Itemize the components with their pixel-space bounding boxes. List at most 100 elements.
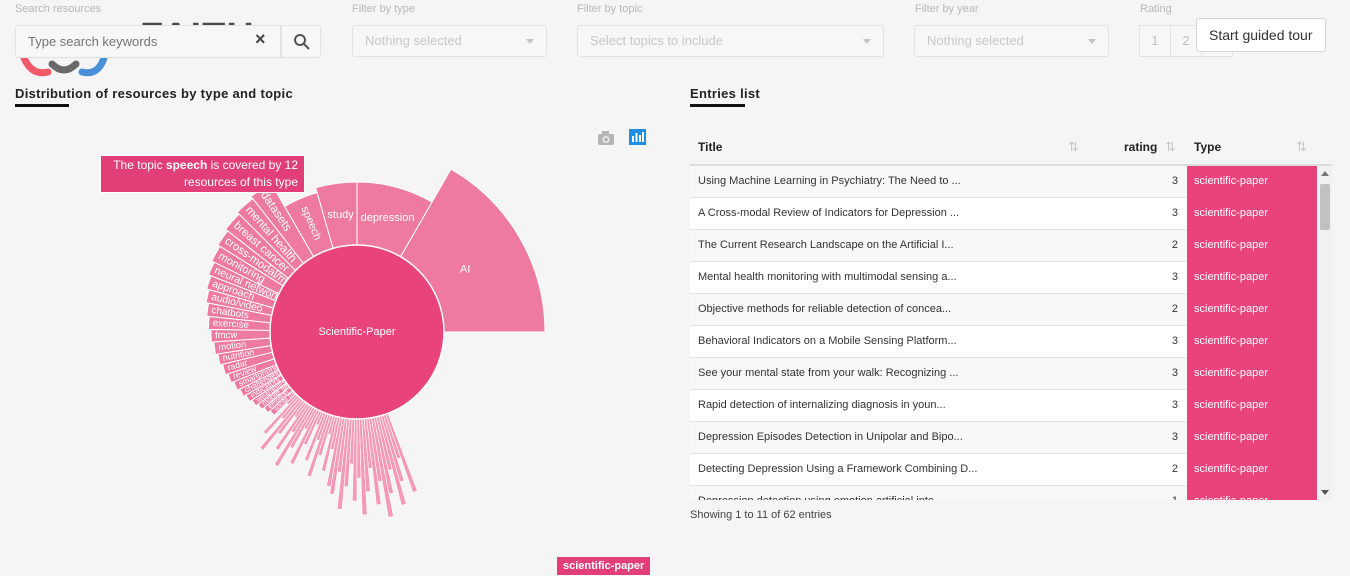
table-row[interactable]: Behavioral Indicators on a Mobile Sensin… xyxy=(690,326,1317,358)
type-filter-label: Filter by type xyxy=(352,3,415,15)
search-input[interactable] xyxy=(15,25,281,58)
year-filter-label: Filter by year xyxy=(915,3,979,15)
title-underline xyxy=(15,104,69,107)
topic-filter-select[interactable]: Select topics to include xyxy=(577,25,884,57)
column-header-type[interactable]: Type xyxy=(1194,140,1222,154)
bar-chart-icon[interactable] xyxy=(629,129,647,145)
row-type: scientific-paper xyxy=(1187,422,1317,454)
row-type: scientific-paper xyxy=(1187,486,1317,500)
row-rating: 3 xyxy=(1171,367,1178,379)
search-icon xyxy=(294,34,310,50)
sort-icon[interactable]: ⇅ xyxy=(1165,139,1176,154)
row-type: scientific-paper xyxy=(1187,294,1317,326)
segment-label: motion xyxy=(218,339,247,352)
row-rating: 3 xyxy=(1171,335,1178,347)
table-row[interactable]: See your mental state from your walk: Re… xyxy=(690,358,1317,390)
row-title[interactable]: Objective methods for reliable detection… xyxy=(698,303,952,315)
sunburst-center xyxy=(269,244,445,420)
row-type: scientific-paper xyxy=(1187,358,1317,390)
table-row[interactable]: Depression Episodes Detection in Unipola… xyxy=(690,422,1317,454)
rating-filter-label: Rating xyxy=(1140,3,1172,15)
scroll-down-arrow-icon[interactable] xyxy=(1321,490,1329,495)
table-body: Using Machine Learning in Psychiatry: Th… xyxy=(690,166,1317,500)
row-rating: 3 xyxy=(1171,431,1178,443)
row-title[interactable]: Mental health monitoring with multimodal… xyxy=(698,271,957,283)
table-row[interactable]: Mental health monitoring with multimodal… xyxy=(690,262,1317,294)
table-row[interactable]: Objective methods for reliable detection… xyxy=(690,294,1317,326)
row-rating: 2 xyxy=(1171,239,1178,251)
row-title[interactable]: Behavioral Indicators on a Mobile Sensin… xyxy=(698,335,957,347)
type-filter-select[interactable]: Nothing selected xyxy=(352,25,547,57)
table-row[interactable]: Depression detection using emotion artif… xyxy=(690,486,1317,500)
table-row[interactable]: Using Machine Learning in Psychiatry: Th… xyxy=(690,166,1317,198)
chevron-down-icon xyxy=(526,39,534,44)
row-title[interactable]: Using Machine Learning in Psychiatry: Th… xyxy=(698,175,961,187)
row-rating: 3 xyxy=(1171,271,1178,283)
row-rating: 2 xyxy=(1171,303,1178,315)
table-header: Title ⇅ rating ⇅ Type ⇅ xyxy=(690,130,1332,166)
row-title[interactable]: A Cross-modal Review of Indicators for D… xyxy=(698,207,960,219)
row-rating: 3 xyxy=(1171,175,1178,187)
tooltip-prefix: The topic xyxy=(113,158,166,172)
camera-icon[interactable] xyxy=(597,130,615,146)
segment-label: fmcw xyxy=(215,330,238,342)
row-rating: 3 xyxy=(1171,399,1178,411)
row-rating: 1 xyxy=(1130,486,1178,500)
search-button[interactable] xyxy=(281,25,321,58)
row-type: scientific-paper xyxy=(1187,262,1317,294)
tooltip-topic: speech xyxy=(165,158,208,172)
segment-label: study xyxy=(327,209,354,221)
row-type: scientific-paper xyxy=(1187,166,1317,198)
scroll-up-arrow-icon[interactable] xyxy=(1321,171,1329,176)
entries-title: Entries list xyxy=(690,86,761,101)
row-title[interactable]: Detecting Depression Using a Framework C… xyxy=(698,463,978,475)
entries-info: Showing 1 to 11 of 62 entries xyxy=(690,509,832,521)
row-type: scientific-paper xyxy=(1187,326,1317,358)
chevron-down-icon xyxy=(863,39,871,44)
row-type: scientific-paper xyxy=(1187,390,1317,422)
row-title[interactable]: Depression detection using emotion artif… xyxy=(698,486,943,500)
row-type: scientific-paper xyxy=(1187,198,1317,230)
row-title[interactable]: The Current Research Landscape on the Ar… xyxy=(698,239,954,251)
segment-label: exercise xyxy=(212,318,249,331)
scrollbar-thumb[interactable] xyxy=(1320,184,1330,230)
row-type: scientific-paper xyxy=(1187,230,1317,262)
table-row[interactable]: The Current Research Landscape on the Ar… xyxy=(690,230,1317,262)
column-header-title[interactable]: Title xyxy=(698,140,723,154)
year-filter-value: Nothing selected xyxy=(927,33,1024,48)
column-header-rating[interactable]: rating xyxy=(1124,140,1158,154)
start-guided-tour-button[interactable]: Start guided tour xyxy=(1196,18,1326,52)
chevron-down-icon xyxy=(1088,39,1096,44)
row-rating: 3 xyxy=(1171,207,1178,219)
selected-type-badge: scientific-paper xyxy=(557,557,651,575)
year-filter-select[interactable]: Nothing selected xyxy=(914,25,1109,57)
topic-tooltip: The topic speech is covered by 12 resour… xyxy=(100,155,305,193)
title-underline xyxy=(690,104,745,107)
row-title[interactable]: See your mental state from your walk: Re… xyxy=(698,367,959,379)
rating-option-1[interactable]: 1 xyxy=(1139,25,1171,57)
sort-icon[interactable]: ⇅ xyxy=(1068,139,1079,154)
tooltip-suffix: is covered by 12 xyxy=(207,158,298,172)
distribution-title: Distribution of resources by type and to… xyxy=(15,86,293,101)
search-label: Search resources xyxy=(15,3,102,15)
row-rating: 2 xyxy=(1171,463,1178,475)
table-row[interactable]: Rapid detection of internalizing diagnos… xyxy=(690,390,1317,422)
search-box: × xyxy=(15,25,321,58)
row-title[interactable]: Depression Episodes Detection in Unipola… xyxy=(698,431,963,443)
segment-label: depression xyxy=(361,212,415,224)
clear-search-icon[interactable]: × xyxy=(255,29,266,49)
table-row[interactable]: Detecting Depression Using a Framework C… xyxy=(690,454,1317,486)
topic-filter-label: Filter by topic xyxy=(577,3,643,15)
table-row[interactable]: A Cross-modal Review of Indicators for D… xyxy=(690,198,1317,230)
row-type: scientific-paper xyxy=(1187,454,1317,486)
row-title[interactable]: Rapid detection of internalizing diagnos… xyxy=(698,399,946,411)
entries-table: Title ⇅ rating ⇅ Type ⇅ Using Machine Le… xyxy=(690,130,1332,500)
segment-label: AI xyxy=(460,263,470,275)
type-filter-value: Nothing selected xyxy=(365,33,462,48)
center-label: Scientific-Paper xyxy=(318,326,395,338)
topic-filter-value: Select topics to include xyxy=(590,33,723,48)
sort-icon[interactable]: ⇅ xyxy=(1296,139,1307,154)
tooltip-line2: resources of this type xyxy=(183,175,298,189)
table-scrollbar[interactable] xyxy=(1318,166,1332,500)
